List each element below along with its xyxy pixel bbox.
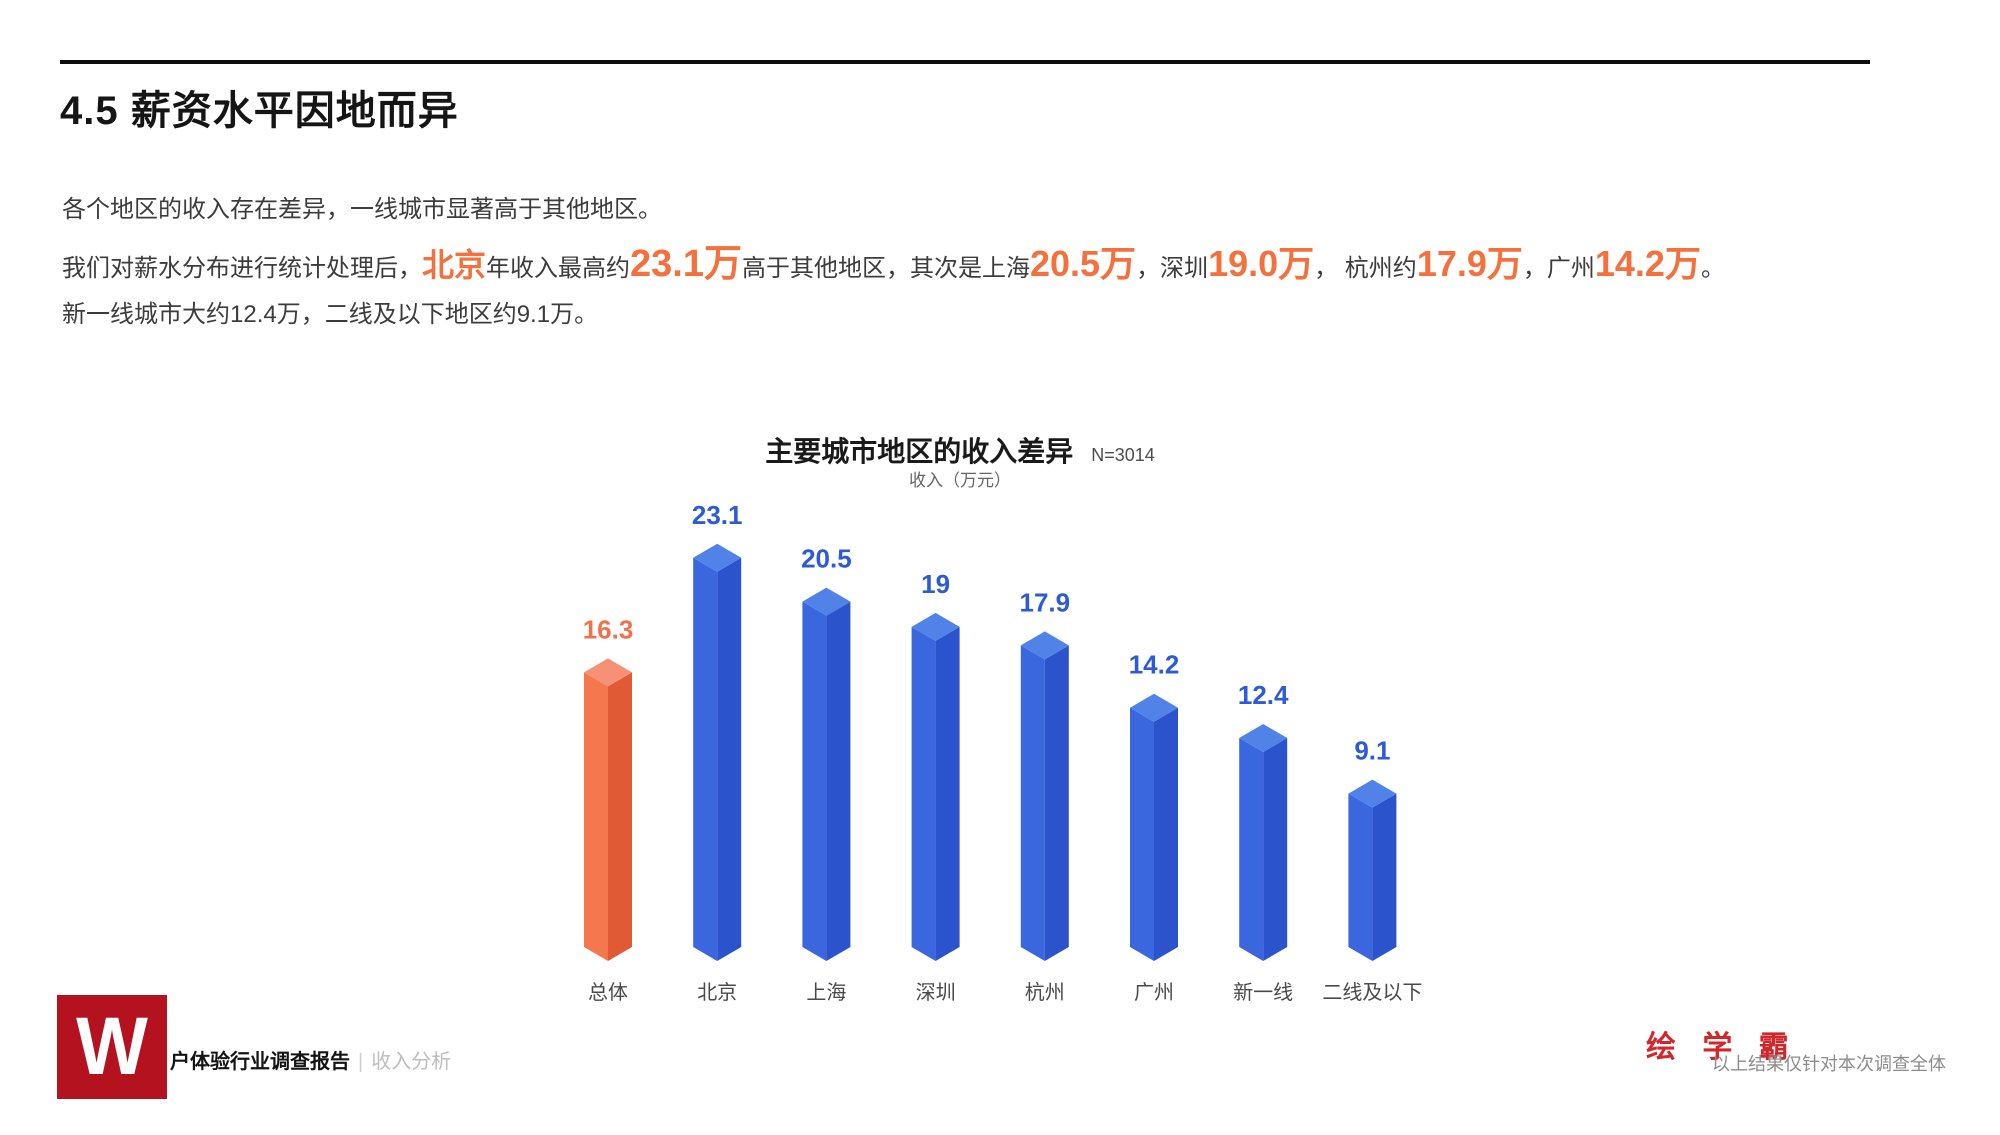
intro-seg: ，广州 <box>1522 255 1595 282</box>
chart-unit-label: 收入（万元） <box>909 471 1011 490</box>
highlight-shenzhen-value: 19.0万 <box>1208 243 1315 284</box>
bar-6: 12.4 新一线 <box>1233 680 1293 1004</box>
bar-category-label: 杭州 <box>1025 981 1065 1004</box>
section-label: 收入分析 <box>371 1051 452 1073</box>
bar-category-label: 新一线 <box>1233 981 1293 1004</box>
bar-5: 14.2 广州 <box>1129 650 1180 1004</box>
bar-face-right <box>1154 707 1178 961</box>
bar-value-label: 23.1 <box>692 500 743 530</box>
intro-line-3: 新一线城市大约12.4万，二线及以下地区约9.1万。 <box>62 299 1725 331</box>
bar-4: 17.9 杭州 <box>1019 587 1070 1004</box>
bar-value-label: 14.2 <box>1129 650 1180 680</box>
intro-seg: 高于其他地区，其次是上海 <box>741 255 1030 282</box>
bar-0: 16.3 总体 <box>583 614 634 1004</box>
bar-face-right <box>1372 793 1397 961</box>
bar-value-label: 16.3 <box>583 614 634 644</box>
chart-sample-size: N=3014 <box>1091 445 1155 465</box>
intro-line-2: 我们对薪水分布进行统计处理后，北京年收入最高约23.1万高于其他地区，其次是上海… <box>62 238 1725 295</box>
bar-7: 9.1 二线及以下 <box>1322 736 1422 1004</box>
brand-text: 绘 学 霸 <box>1646 1031 1798 1064</box>
intro-text-block: 各个地区的收入存在差异，一线城市显著高于其他地区。 我们对薪水分布进行统计处理后… <box>62 194 1725 331</box>
bar-face-top <box>1239 724 1288 753</box>
chart-header: 主要城市地区的收入差异 N=3014 <box>520 430 1400 470</box>
bar-face-left <box>584 672 608 961</box>
intro-line-1-text: 各个地区的收入存在差异，一线城市显著高于其他地区。 <box>62 196 662 223</box>
bar-face-left <box>1348 793 1373 961</box>
bar-category-label: 二线及以下 <box>1322 981 1422 1004</box>
bar-face-top <box>1020 631 1069 660</box>
bar-face-left <box>802 601 827 961</box>
intro-seg: 。 <box>1700 255 1725 282</box>
page-title: 4.5 薪资水平因地而异 <box>60 89 459 133</box>
bar-category-label: 上海 <box>806 981 846 1004</box>
highlight-guangzhou-value: 14.2万 <box>1594 243 1701 284</box>
bar-category-label: 总体 <box>588 981 628 1004</box>
highlight-beijing-value: 23.1万 <box>630 243 742 285</box>
chart-title: 主要城市地区的收入差异 <box>765 436 1074 467</box>
bar-3: 19 深圳 <box>911 569 960 1004</box>
bar-face-top <box>693 543 742 572</box>
bar-face-top <box>1348 779 1397 808</box>
bar-value-label: 12.4 <box>1238 680 1289 710</box>
bar-face-right <box>826 601 851 961</box>
bar-face-right <box>717 557 742 961</box>
bar-1: 23.1 北京 <box>692 500 743 1004</box>
bar-face-right <box>1044 645 1069 961</box>
intro-line-3-text: 新一线城市大约12.4万，二线及以下地区约9.1万。 <box>62 301 599 328</box>
bar-face-left <box>911 626 936 961</box>
bar-face-top <box>802 587 851 616</box>
bar-face-left <box>1239 738 1264 961</box>
intro-seg: 年收入最高约 <box>486 255 631 282</box>
bar-value-label: 9.1 <box>1354 736 1390 766</box>
logo-w-icon: W <box>76 1000 148 1093</box>
bar-face-right <box>1263 738 1288 961</box>
highlight-shanghai-value: 20.5万 <box>1029 243 1137 284</box>
bar-value-label: 17.9 <box>1019 587 1070 617</box>
divider-line <box>60 60 1870 64</box>
bar-category-label: 广州 <box>1134 981 1174 1004</box>
bar-value-label: 20.5 <box>801 544 852 574</box>
footer-report-line: 户体验行业调查报告 | 收入分析 <box>170 1045 451 1074</box>
bar-face-left <box>693 557 718 961</box>
bar-category-label: 深圳 <box>916 981 956 1004</box>
highlight-beijing: 北京 <box>422 247 487 283</box>
intro-seg: ， 杭州约 <box>1314 255 1417 282</box>
footer-divider: | <box>358 1051 364 1073</box>
bar-2: 20.5 上海 <box>801 544 852 1004</box>
bar-face-top <box>911 612 960 641</box>
bar-face-left <box>1130 707 1154 961</box>
bar-face-top <box>584 658 632 687</box>
disclaimer-text: 以上结果仅针对本次调查全体 <box>1712 1054 1946 1074</box>
bar-face-right <box>608 672 632 961</box>
bar-value-label: 19 <box>921 569 950 599</box>
bar-category-label: 北京 <box>697 981 737 1004</box>
report-title: 户体验行业调查报告 <box>170 1051 350 1073</box>
highlight-hangzhou-value: 17.9万 <box>1416 243 1523 284</box>
bar-face-right <box>935 626 960 961</box>
intro-seg: 我们对薪水分布进行统计处理后， <box>62 255 422 282</box>
intro-seg: ，深圳 <box>1136 255 1209 282</box>
bar-face-top <box>1130 693 1178 722</box>
report-logo: W <box>57 995 167 1099</box>
intro-line-1: 各个地区的收入存在差异，一线城市显著高于其他地区。 <box>62 194 1725 226</box>
bar-face-left <box>1020 645 1045 961</box>
